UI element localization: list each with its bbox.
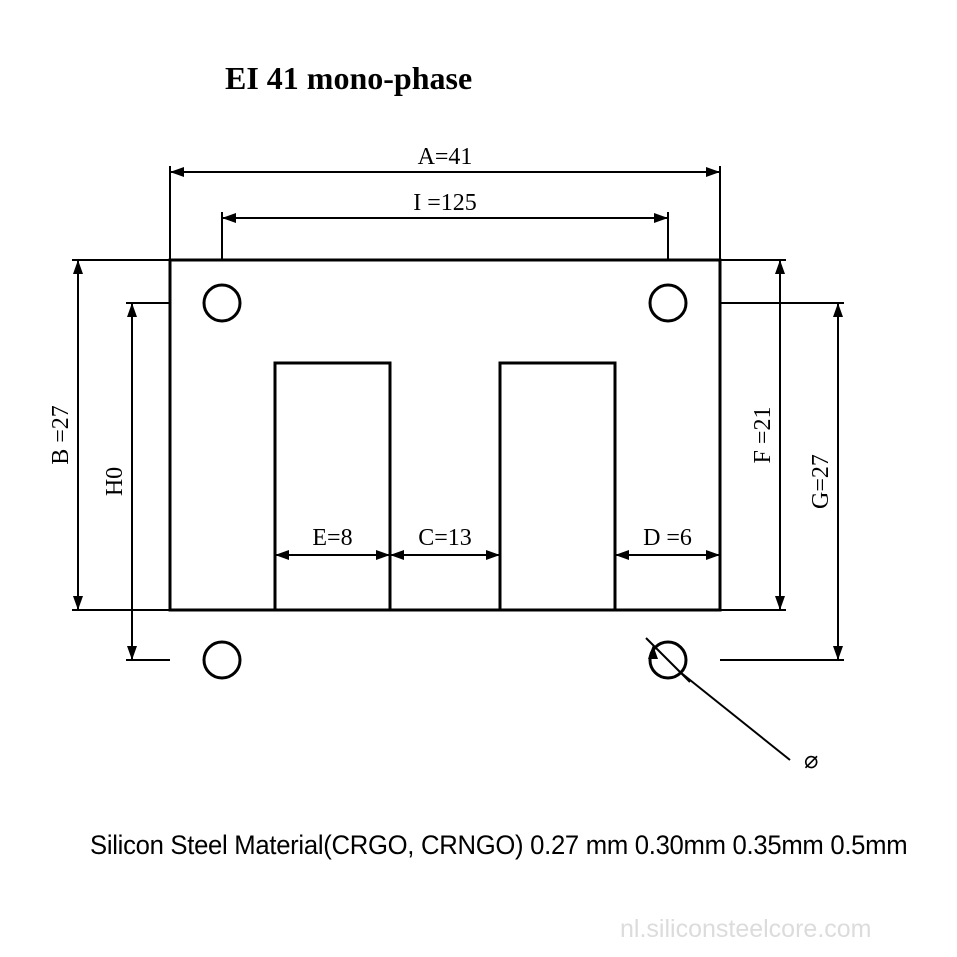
svg-text:D =6: D =6 bbox=[643, 525, 692, 551]
svg-text:H0: H0 bbox=[102, 467, 128, 496]
svg-text:B =27: B =27 bbox=[48, 405, 74, 465]
svg-text:F =21: F =21 bbox=[750, 407, 776, 464]
watermark-text: nl.siliconsteelcore.com bbox=[620, 915, 872, 944]
svg-text:⌀: ⌀ bbox=[804, 748, 818, 774]
svg-text:E=8: E=8 bbox=[312, 525, 352, 551]
svg-text:I =125: I =125 bbox=[413, 190, 477, 216]
svg-text:A=41: A=41 bbox=[418, 144, 473, 170]
diagram-title: EI 41 mono-phase bbox=[225, 60, 472, 97]
svg-text:C=13: C=13 bbox=[418, 525, 472, 551]
ei-lamination-diagram: A=41 I =125 B =27 H0 F =21 G=27 E=8 C=13 D =6 ⌀ bbox=[0, 0, 957, 957]
svg-text:G=27: G=27 bbox=[808, 454, 834, 509]
material-footer: Silicon Steel Material(CRGO, CRNGO) 0.27… bbox=[90, 830, 907, 861]
